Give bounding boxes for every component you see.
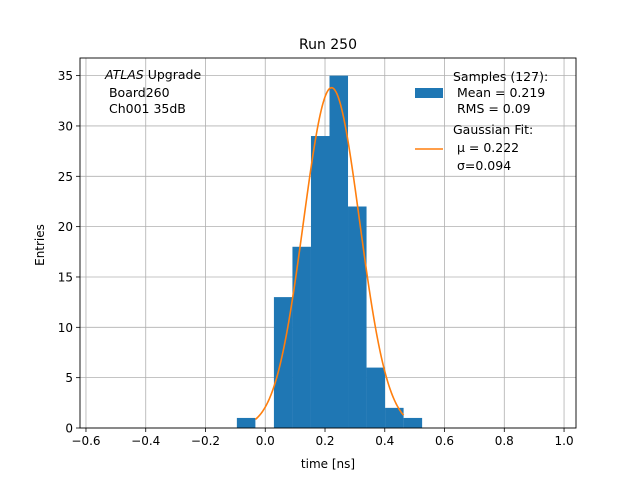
x-tick-label: −0.6: [71, 434, 100, 448]
x-tick-label: 0.2: [315, 434, 334, 448]
gaussian-fit-curve: [254, 86, 405, 421]
y-axis-ticks: 0 5 10 15 20 25 30 35: [58, 69, 80, 436]
legend: Samples (127): Mean = 0.219 RMS = 0.09 G…: [415, 69, 548, 173]
x-axis-label: time [ns]: [301, 457, 355, 471]
histogram-bar: [292, 246, 311, 428]
x-tick-label: 0.8: [495, 434, 514, 448]
histogram-bar: [348, 206, 367, 428]
legend-fit-line-1: Gaussian Fit:: [453, 122, 533, 137]
x-axis-ticks: −0.6 −0.4 −0.2 0.0 0.2 0.4 0.6 0.8 1.0: [71, 428, 574, 448]
x-tick-label: −0.2: [191, 434, 220, 448]
atlas-annotation: ATLAS Upgrade Board260 Ch001 35dB: [104, 67, 201, 116]
y-tick-label: 5: [65, 371, 73, 385]
y-tick-label: 30: [58, 119, 73, 133]
y-tick-label: 20: [58, 220, 73, 234]
annotation-upgrade: Upgrade: [144, 67, 202, 82]
y-tick-label: 25: [58, 170, 73, 184]
histogram-bar: [329, 75, 349, 428]
x-tick-label: −0.4: [131, 434, 160, 448]
annotation-line-1: ATLAS Upgrade: [104, 67, 201, 82]
legend-samples-line-1: Samples (127):: [453, 69, 548, 84]
legend-samples-line-3: RMS = 0.09: [453, 101, 531, 116]
legend-fit-line-2: μ = 0.222: [453, 140, 519, 155]
histogram-bar: [385, 407, 404, 428]
histogram-bar: [236, 417, 256, 428]
x-tick-label: 0.6: [435, 434, 454, 448]
x-tick-label: 0.4: [375, 434, 394, 448]
legend-samples-line-2: Mean = 0.219: [453, 85, 545, 100]
atlas-italic: ATLAS: [104, 67, 144, 82]
legend-fit-line-3: σ=0.094: [453, 158, 511, 173]
y-axis-label: Entries: [33, 224, 47, 266]
y-tick-label: 15: [58, 270, 73, 284]
axes-frame: [79, 57, 577, 429]
y-tick-label: 0: [65, 422, 73, 436]
annotation-line-3: Ch001 35dB: [105, 101, 186, 116]
annotation-line-2: Board260: [105, 85, 170, 100]
x-tick-label: 0.0: [256, 434, 275, 448]
legend-samples-patch: [415, 88, 443, 98]
histogram-bars: [236, 75, 423, 428]
chart-title: Run 250: [299, 37, 357, 53]
histogram-bar: [310, 136, 330, 428]
histogram-bar: [366, 367, 386, 428]
histogram-bar: [403, 417, 423, 428]
x-tick-label: 1.0: [555, 434, 574, 448]
y-tick-label: 10: [58, 321, 73, 335]
y-tick-label: 35: [58, 69, 73, 83]
